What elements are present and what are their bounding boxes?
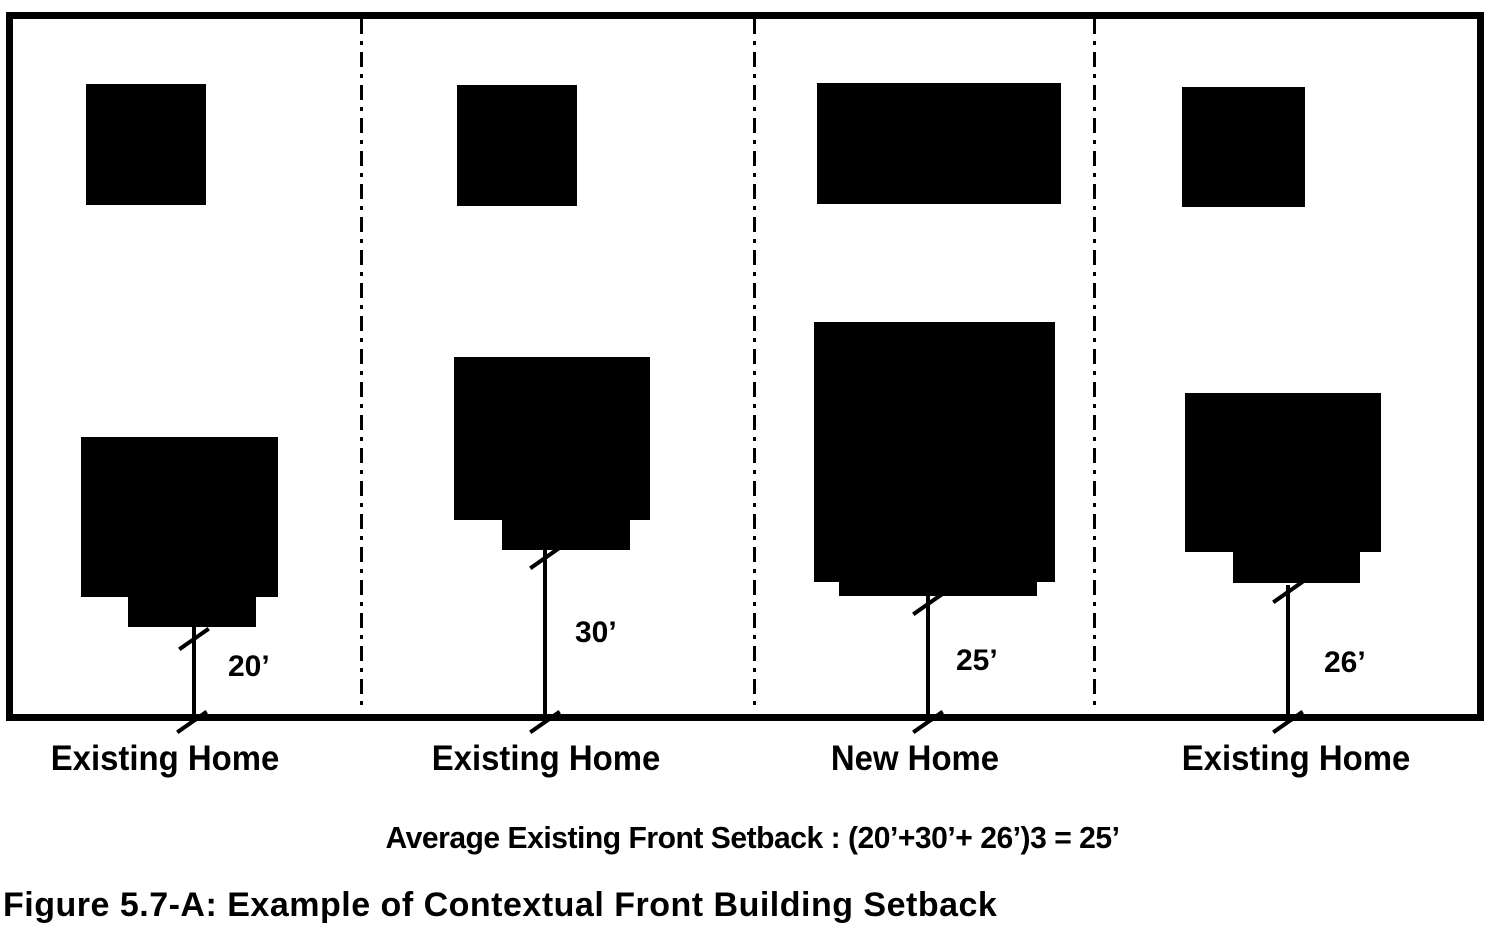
rear-building-footprint [817,83,1061,204]
setback-value-label: 26’ [1324,646,1366,679]
house-footprint-porch [502,520,630,550]
house-footprint-porch [128,597,256,627]
figure-caption: Figure 5.7-A: Example of Contextual Fron… [3,886,998,924]
house-footprint-main [454,357,650,520]
setback-dimension-line [926,596,930,722]
setback-dimension-line [192,627,196,722]
site-plan-box [6,12,1484,721]
setback-value-label: 25’ [956,644,998,677]
lot-label: New Home [830,739,1000,778]
rear-building-footprint [86,84,206,205]
house-footprint-main [81,437,278,597]
house-footprint-main [814,322,1055,582]
house-footprint-porch [839,582,1037,596]
rear-building-footprint [1182,87,1305,207]
lot-divider [360,19,363,711]
lot-divider [753,19,756,711]
house-footprint-porch [1233,552,1360,583]
lot-divider [1093,19,1096,711]
setback-value-label: 20’ [228,650,270,683]
setback-value-label: 30’ [575,616,617,649]
house-footprint-main [1185,393,1381,552]
lot-label: Existing Home [1181,739,1411,778]
lot-label: Existing Home [50,739,280,778]
rear-building-footprint [457,85,577,206]
average-setback-formula: Average Existing Front Setback : (20’+30… [385,820,1120,855]
setback-dimension-line [1286,585,1290,722]
setback-dimension-line [543,550,547,722]
lot-label: Existing Home [431,739,661,778]
